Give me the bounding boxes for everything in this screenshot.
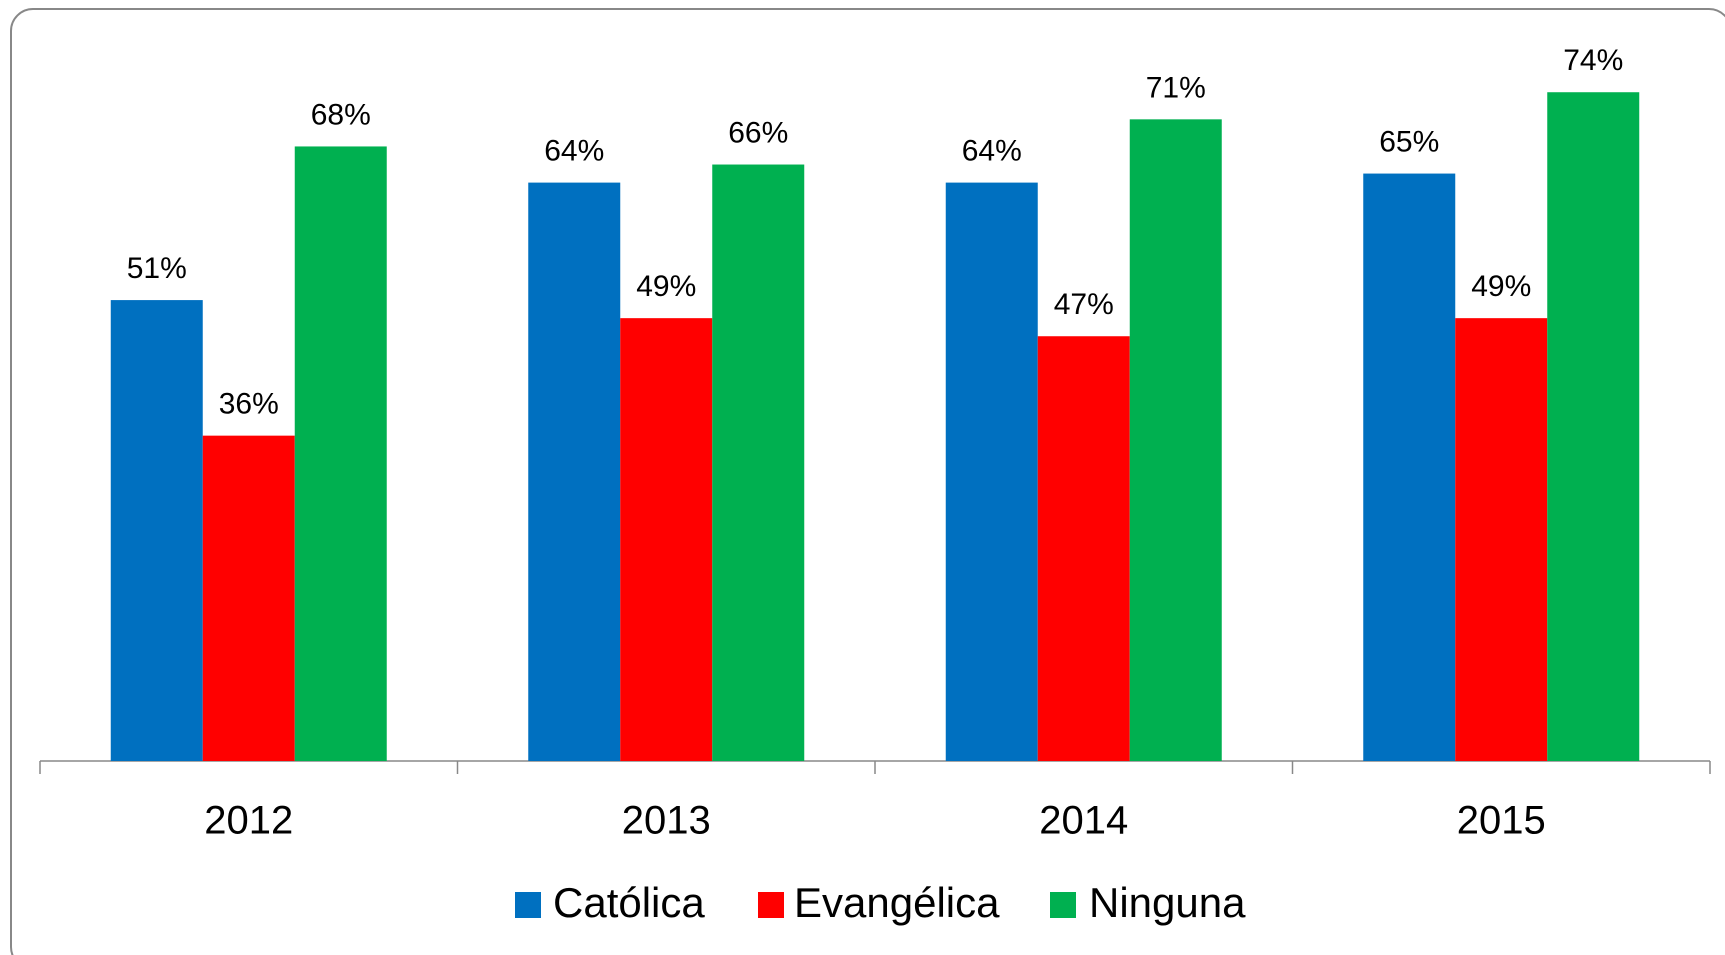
data-label: 47% — [1054, 288, 1114, 321]
bar — [1037, 336, 1130, 761]
x-tick-label: 2015 — [1457, 799, 1546, 843]
x-tick-label: 2013 — [622, 799, 711, 843]
bar — [712, 164, 805, 761]
data-label: 66% — [728, 116, 788, 149]
bar — [1129, 119, 1222, 761]
data-label: 68% — [311, 98, 371, 131]
legend-label: Católica — [553, 879, 705, 926]
data-label: 36% — [219, 388, 279, 421]
bar — [620, 318, 713, 761]
bar — [202, 435, 295, 761]
bar — [294, 146, 387, 761]
bar — [110, 300, 203, 761]
data-label: 49% — [636, 270, 696, 303]
bar — [528, 182, 621, 762]
legend-swatch — [1050, 892, 1076, 918]
data-label: 65% — [1379, 125, 1439, 158]
chart-frame — [10, 8, 1725, 955]
legend-swatch — [758, 892, 784, 918]
x-tick-label: 2014 — [1039, 799, 1128, 843]
bar — [1363, 173, 1456, 761]
data-label: 74% — [1563, 44, 1623, 77]
data-label: 51% — [127, 252, 187, 285]
x-tick-label: 2012 — [204, 799, 293, 843]
bar — [945, 182, 1038, 762]
data-label: 64% — [962, 135, 1022, 168]
legend-label: Evangélica — [794, 879, 1000, 926]
bar — [1547, 92, 1640, 762]
data-label: 64% — [544, 135, 604, 168]
data-label: 49% — [1471, 270, 1531, 303]
data-label: 71% — [1146, 71, 1206, 104]
bar — [1455, 318, 1548, 761]
legend-label: Ninguna — [1089, 879, 1246, 926]
legend-swatch — [515, 892, 541, 918]
